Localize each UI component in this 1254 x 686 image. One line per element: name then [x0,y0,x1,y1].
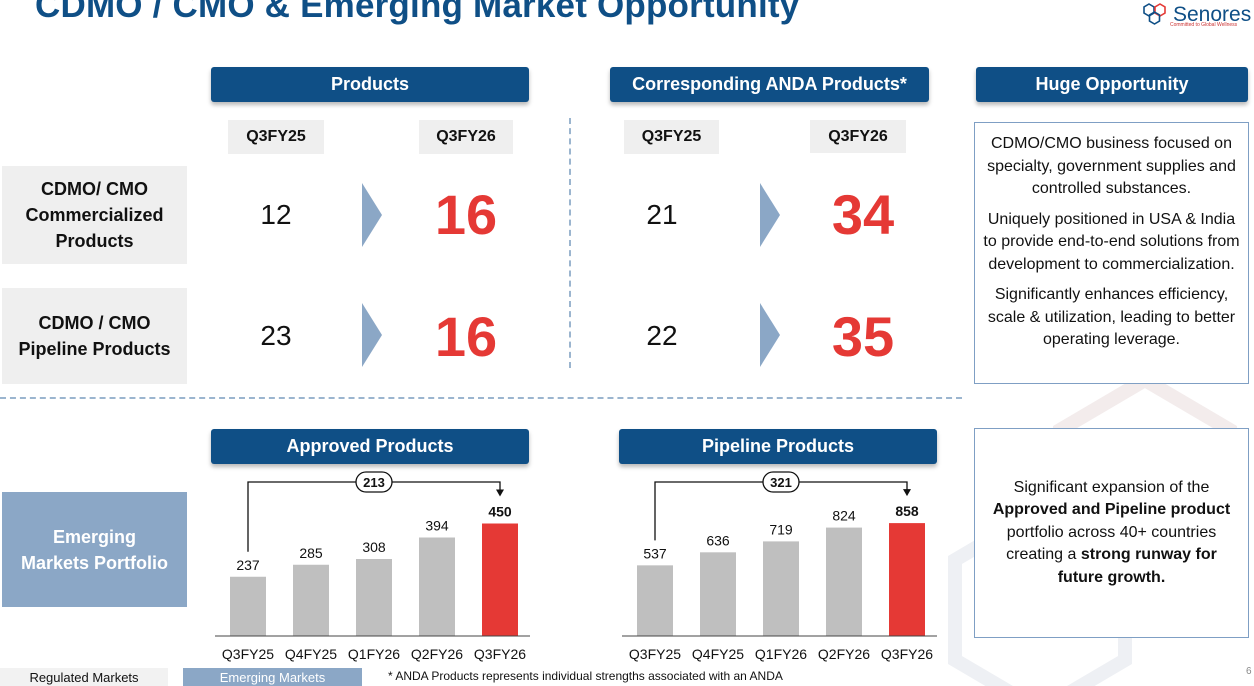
category-label: Q1FY26 [755,646,807,662]
opportunity-point-1: CDMO/CMO business focused on specialty, … [987,135,1236,197]
bar-q3fy26 [482,523,518,636]
bar-q3fy25 [230,576,266,636]
opportunity-header: Huge Opportunity [976,67,1248,102]
products-pipeline-prev: 23 [260,320,292,351]
footnote: * ANDA Products represents individual st… [388,669,783,683]
category-label: Q3FY25 [629,646,681,662]
products-commercialized-prev: 12 [260,199,292,230]
bar-value-label: 636 [706,532,730,548]
bar-q4fy25 [293,564,329,636]
category-label: Q2FY26 [818,646,870,662]
bar-value-label: 719 [769,521,793,537]
bar-value-label: 858 [895,503,919,519]
arrow-down-icon [496,489,504,497]
opportunity-point-3: Significantly enhances efficiency, scale… [987,286,1236,348]
page-title: CDMO / CMO & Emerging Market Opportunity [35,0,800,25]
bar-q1fy26 [356,559,392,636]
bar-q3fy26 [889,523,925,636]
products-pipeline-curr: 16 [434,305,498,368]
anda-header: Corresponding ANDA Products* [610,67,929,102]
approved-products-header: Approved Products [211,429,529,464]
growth-value: 213 [363,475,385,490]
growth-badge [762,471,800,493]
anda-commercialized-curr: 34 [831,183,895,246]
tab-emerging-markets[interactable]: Emerging Markets [183,668,362,686]
bar-q2fy26 [826,527,862,636]
opportunity-box: CDMO/CMO business focused on specialty, … [974,122,1249,384]
category-label: Q4FY25 [692,646,744,662]
growth-value: 321 [770,475,792,490]
emerging-markets-label: Emerging Markets Portfolio [2,492,187,607]
bar-value-label: 394 [425,518,449,534]
section-divider-horizontal [0,397,962,399]
page-number: 6 [1246,666,1252,677]
category-label: Q1FY26 [348,646,400,662]
anda-commercialized-prev: 21 [646,199,678,230]
approved-products-chart: 237 Q3FY25 285 Q4FY25 308 Q1FY26 394 Q2FY26 450 Q… [215,471,530,662]
emerging-summary-box: Significant expansion of the Approved an… [974,428,1249,638]
anda-pipeline-curr: 35 [831,305,895,368]
bar-q4fy25 [700,552,736,636]
logo-tagline: Committed to Global Wellness [1170,22,1238,28]
products-col-prev: Q3FY25 [228,120,324,154]
category-label: Q2FY26 [411,646,463,662]
bar-q1fy26 [763,541,799,636]
bar-value-label: 824 [832,508,856,524]
chevron-right-icon [760,183,780,247]
section-divider-vertical [569,118,571,368]
bar-value-label: 308 [362,539,386,555]
category-label: Q3FY26 [881,646,933,662]
arrow-down-icon [903,489,911,497]
chevron-right-icon [362,183,382,247]
emerging-summary-text: Significant expansion of the Approved an… [992,478,1231,586]
opportunity-point-2: Uniquely positioned in USA & India to pr… [983,210,1240,273]
hexagon-cluster-icon [1143,3,1166,25]
bar-value-label: 237 [236,557,260,573]
bar-q3fy25 [637,565,673,636]
category-label: Q3FY26 [474,646,526,662]
logo-wordmark: Senores [1173,2,1252,26]
chevron-right-icon [362,303,382,367]
products-col-curr: Q3FY26 [419,120,513,154]
pipeline-products-chart: 537 Q3FY25 636 Q4FY25 719 Q1FY26 824 Q2FY26 858 Q… [622,471,937,662]
category-label: Q3FY25 [222,646,274,662]
pipeline-products-header: Pipeline Products [619,429,937,464]
anda-col-curr: Q3FY26 [810,120,906,153]
chevron-right-icon [760,303,780,367]
row-label-pipeline: CDMO / CMO Pipeline Products [2,288,187,384]
bar-value-label: 537 [643,545,667,561]
products-header: Products [211,67,529,102]
anda-col-prev: Q3FY25 [624,120,719,154]
company-logo: Senores Committed to Global Wellness [1140,0,1251,28]
growth-badge [355,471,393,493]
tab-regulated-markets[interactable]: Regulated Markets [0,668,168,686]
category-label: Q4FY25 [285,646,337,662]
anda-pipeline-prev: 22 [646,320,678,351]
bar-q2fy26 [419,537,455,636]
products-commercialized-curr: 16 [434,183,498,246]
bar-value-label: 285 [299,545,323,561]
row-label-commercialized: CDMO/ CMO Commercialized Products [2,166,187,264]
bar-value-label: 450 [488,504,512,520]
